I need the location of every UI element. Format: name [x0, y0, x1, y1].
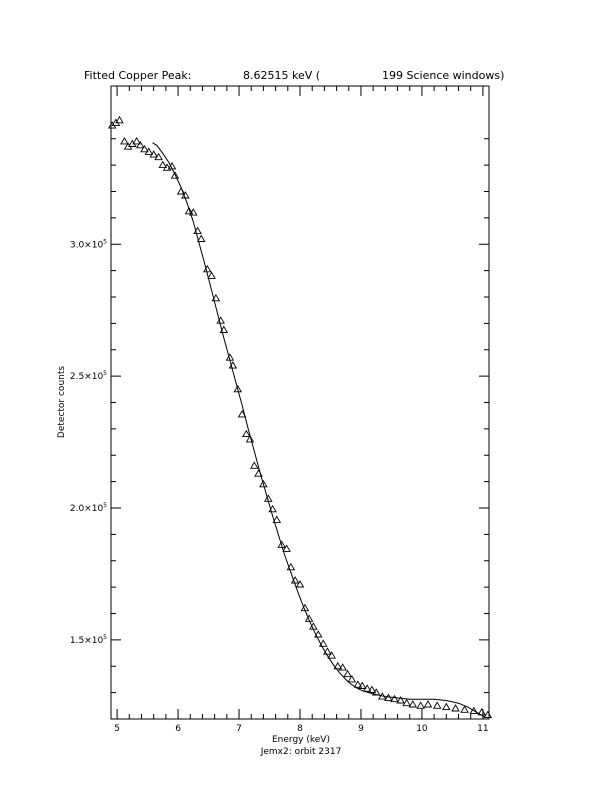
data-point-triangle: [219, 325, 229, 333]
y-tick-label: 2.0×105: [70, 502, 107, 514]
data-point-triangle: [237, 410, 247, 418]
data-point-triangle: [216, 316, 225, 324]
data-point-triangle: [408, 700, 418, 708]
chart-title-left: Fitted Copper Peak:: [84, 69, 191, 82]
data-point-triangle: [327, 651, 336, 659]
data-point-triangle: [207, 271, 216, 279]
data-point-triangle: [189, 208, 198, 216]
chart-title-middle: 8.62515 keV (: [243, 69, 320, 82]
x-tick-label: 10: [416, 724, 428, 734]
data-markers: [107, 115, 493, 718]
data-point-triangle: [170, 171, 180, 179]
data-point-triangle: [309, 622, 318, 630]
y-tick-label: 3.0×105: [70, 238, 107, 250]
data-point-triangle: [469, 706, 479, 715]
data-point-triangle: [167, 162, 177, 170]
data-point-triangle: [136, 140, 145, 149]
data-point-triangle: [304, 614, 314, 622]
x-axis-label: Energy (keV): [272, 735, 330, 745]
data-point-triangle: [144, 147, 154, 155]
data-point-triangle: [233, 384, 243, 393]
data-point-triangle: [333, 661, 343, 670]
data-point-triangle: [115, 115, 124, 124]
fitted-curve: [152, 142, 487, 719]
data-point-triangle: [343, 669, 352, 678]
data-point-triangle: [228, 361, 238, 369]
data-point-triangle: [300, 603, 310, 612]
data-point-triangle: [158, 160, 168, 169]
chart-subtitle: Jemx2: orbit 2317: [260, 747, 342, 757]
data-point-triangle: [259, 479, 268, 488]
chart-title-right: 199 Science windows): [382, 69, 504, 82]
data-point-triangle: [423, 700, 433, 708]
data-point-triangle: [396, 696, 405, 704]
x-tick-label: 8: [297, 724, 303, 734]
data-point-triangle: [451, 704, 460, 712]
data-point-triangle: [442, 702, 451, 711]
data-point-triangle: [323, 647, 332, 655]
plot-frame: [110, 85, 490, 720]
data-point-triangle: [477, 708, 486, 716]
data-point-triangle: [272, 515, 282, 523]
data-point-triangle: [318, 639, 328, 647]
data-point-triangle: [432, 701, 442, 709]
data-point-triangle: [203, 264, 212, 273]
data-point-triangle: [290, 576, 300, 584]
data-point-triangle: [295, 580, 305, 588]
data-point-triangle: [245, 435, 255, 443]
x-tick-label: 5: [114, 724, 120, 734]
x-tick-label: 7: [236, 724, 242, 734]
data-point-triangle: [277, 540, 286, 548]
data-point-triangle: [371, 688, 381, 696]
data-point-triangle: [384, 693, 393, 701]
data-point-triangle: [242, 429, 251, 438]
data-point-triangle: [390, 694, 399, 703]
axis-tick-labels: 5 6 7 8 9 10 11 1.5×105 2.0×105 2.5×105 3.0×105: [70, 238, 489, 734]
data-point-triangle: [460, 705, 469, 713]
data-point-triangle: [367, 685, 377, 693]
data-point-triangle: [357, 681, 367, 689]
x-tick-label: 9: [358, 724, 364, 734]
data-point-triangle: [140, 144, 149, 153]
x-tick-label: 11: [477, 724, 488, 734]
data-point-triangle: [254, 469, 263, 477]
y-tick-label: 1.5×105: [70, 634, 107, 646]
data-point-triangle: [176, 187, 186, 195]
data-point-triangle: [193, 226, 202, 235]
data-point-triangle: [402, 698, 411, 707]
data-point-triangle: [154, 152, 163, 161]
x-tick-label: 6: [175, 724, 181, 734]
data-point-triangle: [149, 150, 158, 158]
axis-ticks: [111, 86, 489, 719]
data-point-triangle: [362, 684, 372, 692]
data-point-triangle: [268, 504, 277, 513]
data-point-triangle: [181, 191, 190, 199]
data-point-triangle: [286, 562, 296, 571]
data-point-triangle: [483, 710, 493, 718]
data-point-triangle: [378, 692, 387, 700]
y-tick-label: 2.5×105: [70, 370, 107, 382]
y-axis-label: Detector counts: [57, 366, 67, 438]
data-point-triangle: [211, 293, 221, 302]
data-point-triangle: [282, 544, 291, 552]
data-point-triangle: [353, 680, 363, 688]
data-point-triangle: [347, 675, 357, 683]
data-point-triangle: [196, 234, 206, 242]
data-point-triangle: [338, 663, 347, 671]
data-point-triangle: [184, 206, 194, 215]
data-point-triangle: [314, 630, 323, 638]
data-point-triangle: [132, 137, 141, 145]
data-point-triangle: [264, 494, 273, 502]
data-point-triangle: [162, 163, 172, 171]
data-point-triangle: [250, 461, 259, 469]
data-point-triangle: [120, 137, 129, 145]
data-point-triangle: [416, 701, 425, 709]
data-point-triangle: [225, 353, 235, 361]
